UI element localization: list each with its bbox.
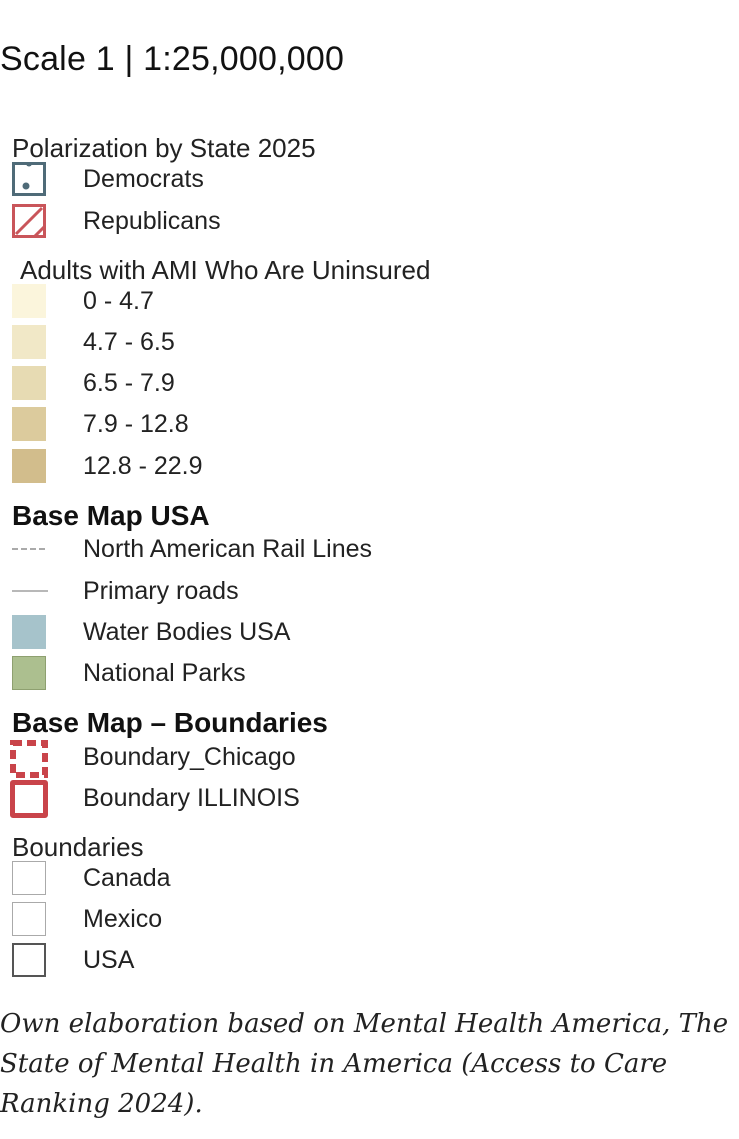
national-parks-label: National Parks: [83, 659, 246, 687]
source-credit: Own elaboration based on Mental Health A…: [0, 1009, 729, 1119]
uninsured-swatch-1: [12, 284, 46, 318]
chicago-boundary-label: Boundary_Chicago: [83, 743, 296, 771]
uninsured-label-2: 4.7 - 6.5: [83, 328, 175, 356]
dashed-square-icon: [10, 740, 48, 778]
chicago-boundary-swatch: [10, 740, 48, 778]
water-bodies-label: Water Bodies USA: [83, 618, 291, 646]
uninsured-label-1: 0 - 4.7: [83, 287, 154, 315]
uninsured-swatch-2: [12, 325, 46, 359]
usa-swatch: [12, 943, 46, 977]
rail-lines-label: North American Rail Lines: [83, 535, 373, 563]
rail-lines-swatch: [12, 532, 48, 566]
solid-line-icon: [12, 590, 48, 592]
national-parks-swatch: [12, 656, 46, 690]
mexico-label: Mexico: [83, 905, 163, 933]
uninsured-swatch-5: [12, 449, 46, 483]
canada-label: Canada: [83, 864, 171, 892]
uninsured-title: Adults with AMI Who Are Uninsured: [20, 255, 431, 285]
uninsured-swatch-4: [12, 407, 46, 441]
republicans-label: Republicans: [83, 207, 221, 235]
basemap-title: Base Map USA: [12, 500, 210, 531]
hatch-pattern-icon: [12, 204, 47, 239]
roads-swatch: [12, 574, 48, 608]
republicans-swatch: [12, 204, 47, 239]
uninsured-swatch-3: [12, 366, 46, 400]
usa-label: USA: [83, 946, 135, 974]
canada-swatch: [12, 861, 46, 895]
boundaries-base-title: Base Map – Boundaries: [12, 707, 328, 738]
uninsured-label-3: 6.5 - 7.9: [83, 369, 175, 397]
map-scale: Scale 1 | 1:25,000,000: [0, 40, 345, 78]
uninsured-label-4: 7.9 - 12.8: [83, 410, 189, 438]
mexico-swatch: [12, 902, 46, 936]
dashed-line-icon: [12, 548, 48, 550]
boundaries-title: Boundaries: [12, 832, 144, 862]
democrats-swatch: [12, 160, 46, 196]
democrats-label: Democrats: [83, 165, 204, 193]
roads-label: Primary roads: [83, 577, 239, 605]
uninsured-label-5: 12.8 - 22.9: [83, 452, 203, 480]
illinois-boundary-swatch: [10, 780, 48, 818]
water-bodies-swatch: [12, 615, 46, 649]
polarization-title: Polarization by State 2025: [12, 133, 316, 163]
illinois-boundary-label: Boundary ILLINOIS: [83, 784, 300, 812]
dot-pattern-icon: [12, 160, 46, 196]
